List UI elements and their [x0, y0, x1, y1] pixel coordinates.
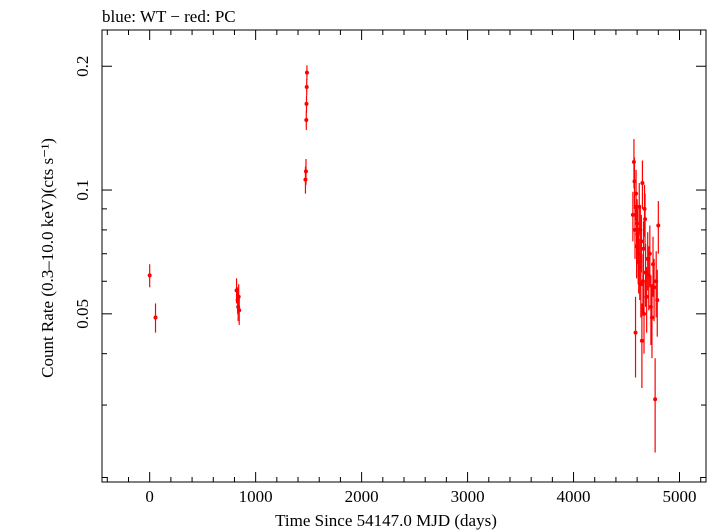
data-point — [304, 101, 309, 106]
data-point — [647, 251, 652, 256]
data-point — [634, 191, 639, 196]
y-axis-ticks: 0.05 0.1 0.2 — [73, 56, 706, 478]
y-tick-label: 0.1 — [73, 179, 92, 200]
data-point — [655, 298, 660, 303]
data-point — [304, 118, 309, 123]
data-point — [638, 282, 643, 287]
y-tick-label: 0.05 — [73, 299, 92, 329]
x-tick-label: 2000 — [345, 487, 379, 506]
x-tick-label: 4000 — [557, 487, 591, 506]
data-point — [649, 315, 654, 320]
data-point — [633, 330, 638, 335]
x-tick-label: 5000 — [663, 487, 697, 506]
y-tick-label: 0.2 — [73, 56, 92, 77]
data-point — [652, 285, 657, 290]
chart-title: blue: WT − red: PC — [102, 7, 236, 26]
x-tick-label: 1000 — [239, 487, 273, 506]
y-axis-label: Count Rate (0.3–10.0 keV)(cts s⁻¹) — [38, 138, 57, 378]
data-points — [147, 65, 661, 453]
plot-frame — [101, 29, 707, 483]
data-point — [237, 308, 242, 313]
data-point — [653, 397, 658, 402]
data-point — [304, 70, 309, 75]
data-point — [153, 315, 158, 320]
data-point — [304, 85, 309, 90]
data-point — [147, 273, 152, 278]
data-point — [639, 239, 644, 244]
data-point — [642, 311, 647, 316]
data-point — [643, 217, 648, 222]
data-point — [640, 181, 645, 186]
x-tick-label: 0 — [145, 487, 154, 506]
data-point — [303, 169, 308, 174]
x-axis-label: Time Since 54147.0 MJD (days) — [275, 511, 497, 530]
x-axis-ticks: 0 1000 2000 3000 4000 5000 — [106, 30, 702, 506]
data-point — [656, 223, 661, 228]
data-point — [630, 212, 635, 217]
data-point — [639, 338, 644, 343]
x-tick-label: 3000 — [451, 487, 485, 506]
data-point — [644, 294, 649, 299]
